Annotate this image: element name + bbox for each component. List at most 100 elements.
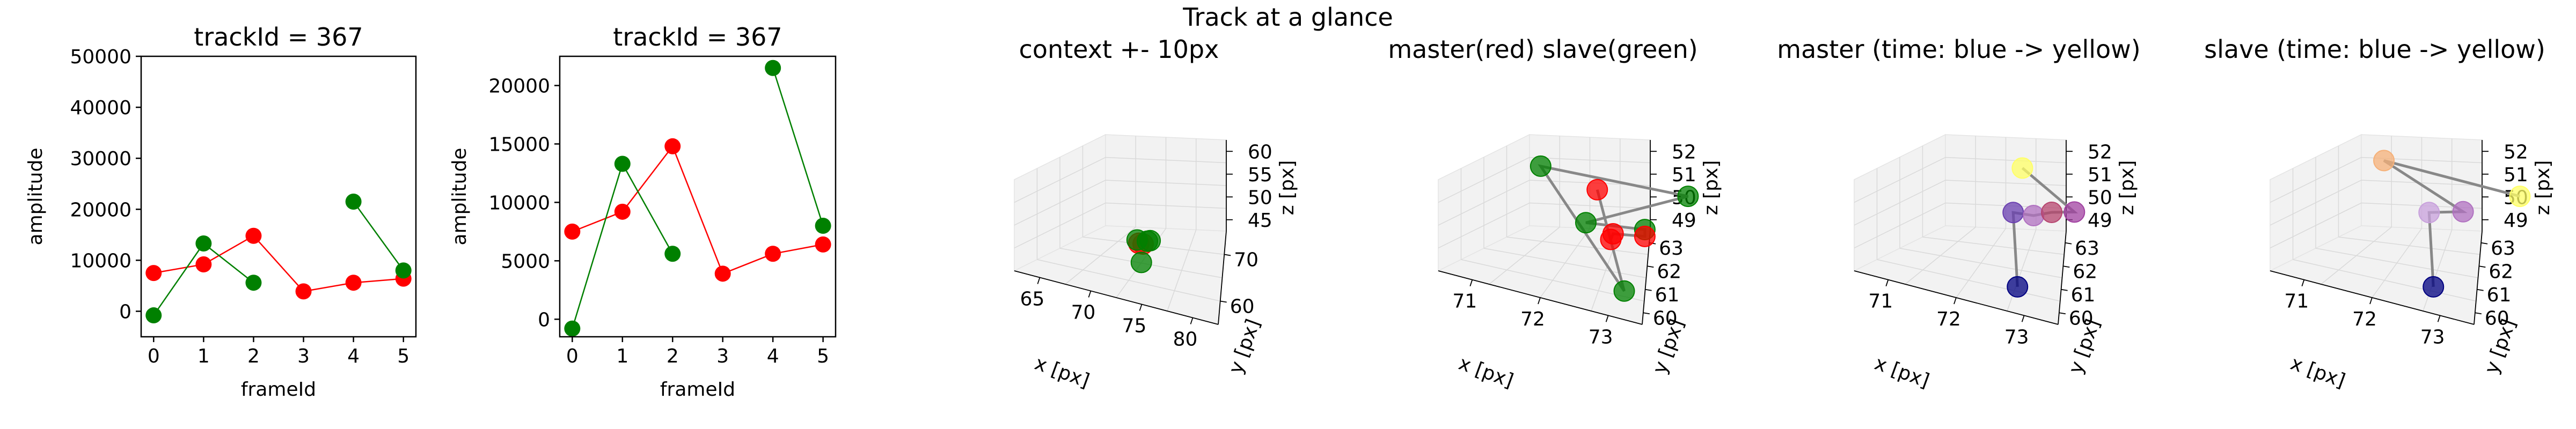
scatter-point [1139, 230, 1161, 252]
grid-line [1014, 202, 1227, 249]
y-axis-line [2473, 231, 2483, 325]
scatter-point [1130, 252, 1152, 273]
x-tick-label: 1 [197, 345, 210, 367]
grid-line [1922, 236, 2065, 255]
grid-line [1438, 157, 1651, 203]
grid-line [2270, 157, 2483, 203]
chart-title: master(red) slave(green) [1388, 35, 1697, 64]
y-tick [2065, 242, 2072, 245]
plot-frame [559, 55, 837, 338]
chart-title: trackId = 367 [613, 23, 782, 51]
y-tick-label: 0 [119, 301, 131, 323]
grid-line [1014, 180, 1227, 226]
grid-line [2007, 230, 2037, 312]
x-tick-label: 1 [616, 345, 628, 367]
x-tick-label: 72 [2352, 308, 2377, 330]
data-point-red [614, 203, 631, 220]
chart-title: master (time: blue -> yellow) [1777, 35, 2140, 64]
scatter-point [2011, 157, 2033, 179]
y-tick-label: 60 [2485, 307, 2509, 329]
z-tick-label: 51 [1672, 164, 1696, 186]
y-axis-line [2058, 231, 2067, 325]
y-tick-label: 70 [1234, 249, 1258, 271]
z-tick-label: 49 [2504, 210, 2528, 232]
scatter-point [1600, 228, 1622, 250]
figure-suptitle: Track at a glance [1182, 3, 1393, 32]
chart-title: trackId = 367 [194, 23, 363, 51]
z-tick-label: 52 [2504, 141, 2528, 163]
grid-line [1167, 230, 1197, 312]
x-tick-label: 80 [1173, 329, 1198, 351]
x-tick-label: 65 [1020, 289, 1045, 310]
data-point-red [295, 283, 312, 300]
y-tick-label: 40000 [70, 97, 131, 119]
data-point-red [815, 236, 831, 253]
y-tick [1643, 312, 1650, 315]
z-tick-label: 51 [2504, 164, 2528, 186]
x-tick [1605, 315, 1609, 322]
y-axis-line [1218, 231, 1227, 325]
x-tick-label: 71 [2284, 291, 2309, 313]
series-line-green [621, 163, 674, 254]
x-tick-label: 2 [667, 345, 679, 367]
y-tick-label: 63 [1659, 238, 1684, 260]
grid-line [2315, 248, 2478, 278]
data-point-red [195, 256, 212, 272]
grid-line [1014, 157, 1227, 203]
y-tick [2479, 265, 2486, 268]
x-axis-label: frameId [241, 379, 316, 401]
data-point-green [815, 217, 831, 234]
line-chart-2: trackId = 367 0 5000 10000 15000 20000 0 1 2 3 4 5 f… [449, 23, 837, 401]
data-point-red [714, 265, 731, 282]
series-line-red [572, 145, 823, 275]
series-line-green [772, 68, 824, 226]
x-tick-label: 2 [247, 345, 260, 367]
z-tick-label: 51 [2088, 164, 2112, 186]
x-tick [1885, 279, 1889, 286]
data-point-red [245, 227, 262, 244]
x-tick-label: 5 [397, 345, 409, 367]
x-tick-label: 72 [1936, 308, 1961, 330]
data-point-green [395, 262, 412, 279]
grid-line [2270, 202, 2483, 249]
scatter-point [1575, 212, 1597, 234]
z-axis-label: z [px] [1700, 160, 1722, 216]
chart-title: context +- 10px [1019, 35, 1219, 64]
grid-line [1438, 202, 1651, 249]
data-point-red [145, 265, 162, 282]
y-tick-label: 10000 [70, 250, 131, 272]
grid-line [2270, 180, 2483, 226]
grid-line [2423, 230, 2453, 312]
x-tick-label: 3 [716, 345, 729, 367]
x-tick [1538, 297, 1541, 305]
y-tick [2063, 265, 2070, 268]
z-tick-label: 49 [1672, 210, 1696, 232]
scatter-point [1613, 280, 1635, 302]
series-line-red [153, 235, 404, 292]
z-tick-label: 50 [1248, 187, 1272, 209]
y-tick [1224, 254, 1231, 256]
x-tick-label: 5 [817, 345, 829, 367]
z-tick-label: 60 [1248, 141, 1272, 163]
x-tick [1088, 291, 1092, 298]
x-tick [2021, 315, 2025, 322]
x-tick-label: 0 [148, 345, 160, 367]
grid-line [1506, 236, 1649, 255]
x-tick-label: 70 [1071, 302, 1096, 324]
z-axis-label: z [px] [2116, 160, 2138, 216]
y-tick-label: 10000 [488, 192, 550, 214]
y-tick [1645, 289, 1652, 291]
z-tick-label: 49 [2088, 210, 2112, 232]
y-tick [1647, 265, 1654, 268]
x-tick [1953, 297, 1957, 305]
x-tick [2437, 315, 2441, 322]
y-axis-label: amplitude [25, 148, 47, 246]
y-tick-label: 63 [2491, 238, 2515, 260]
y-tick-label: 60 [1653, 307, 1678, 329]
x-tick-label: 73 [1589, 326, 1613, 348]
panels: trackId = 367010000200003000040000500000… [25, 23, 2554, 401]
x-tick-label: 73 [2420, 326, 2445, 348]
data-point-green [145, 307, 162, 324]
plot-frame [140, 55, 417, 338]
